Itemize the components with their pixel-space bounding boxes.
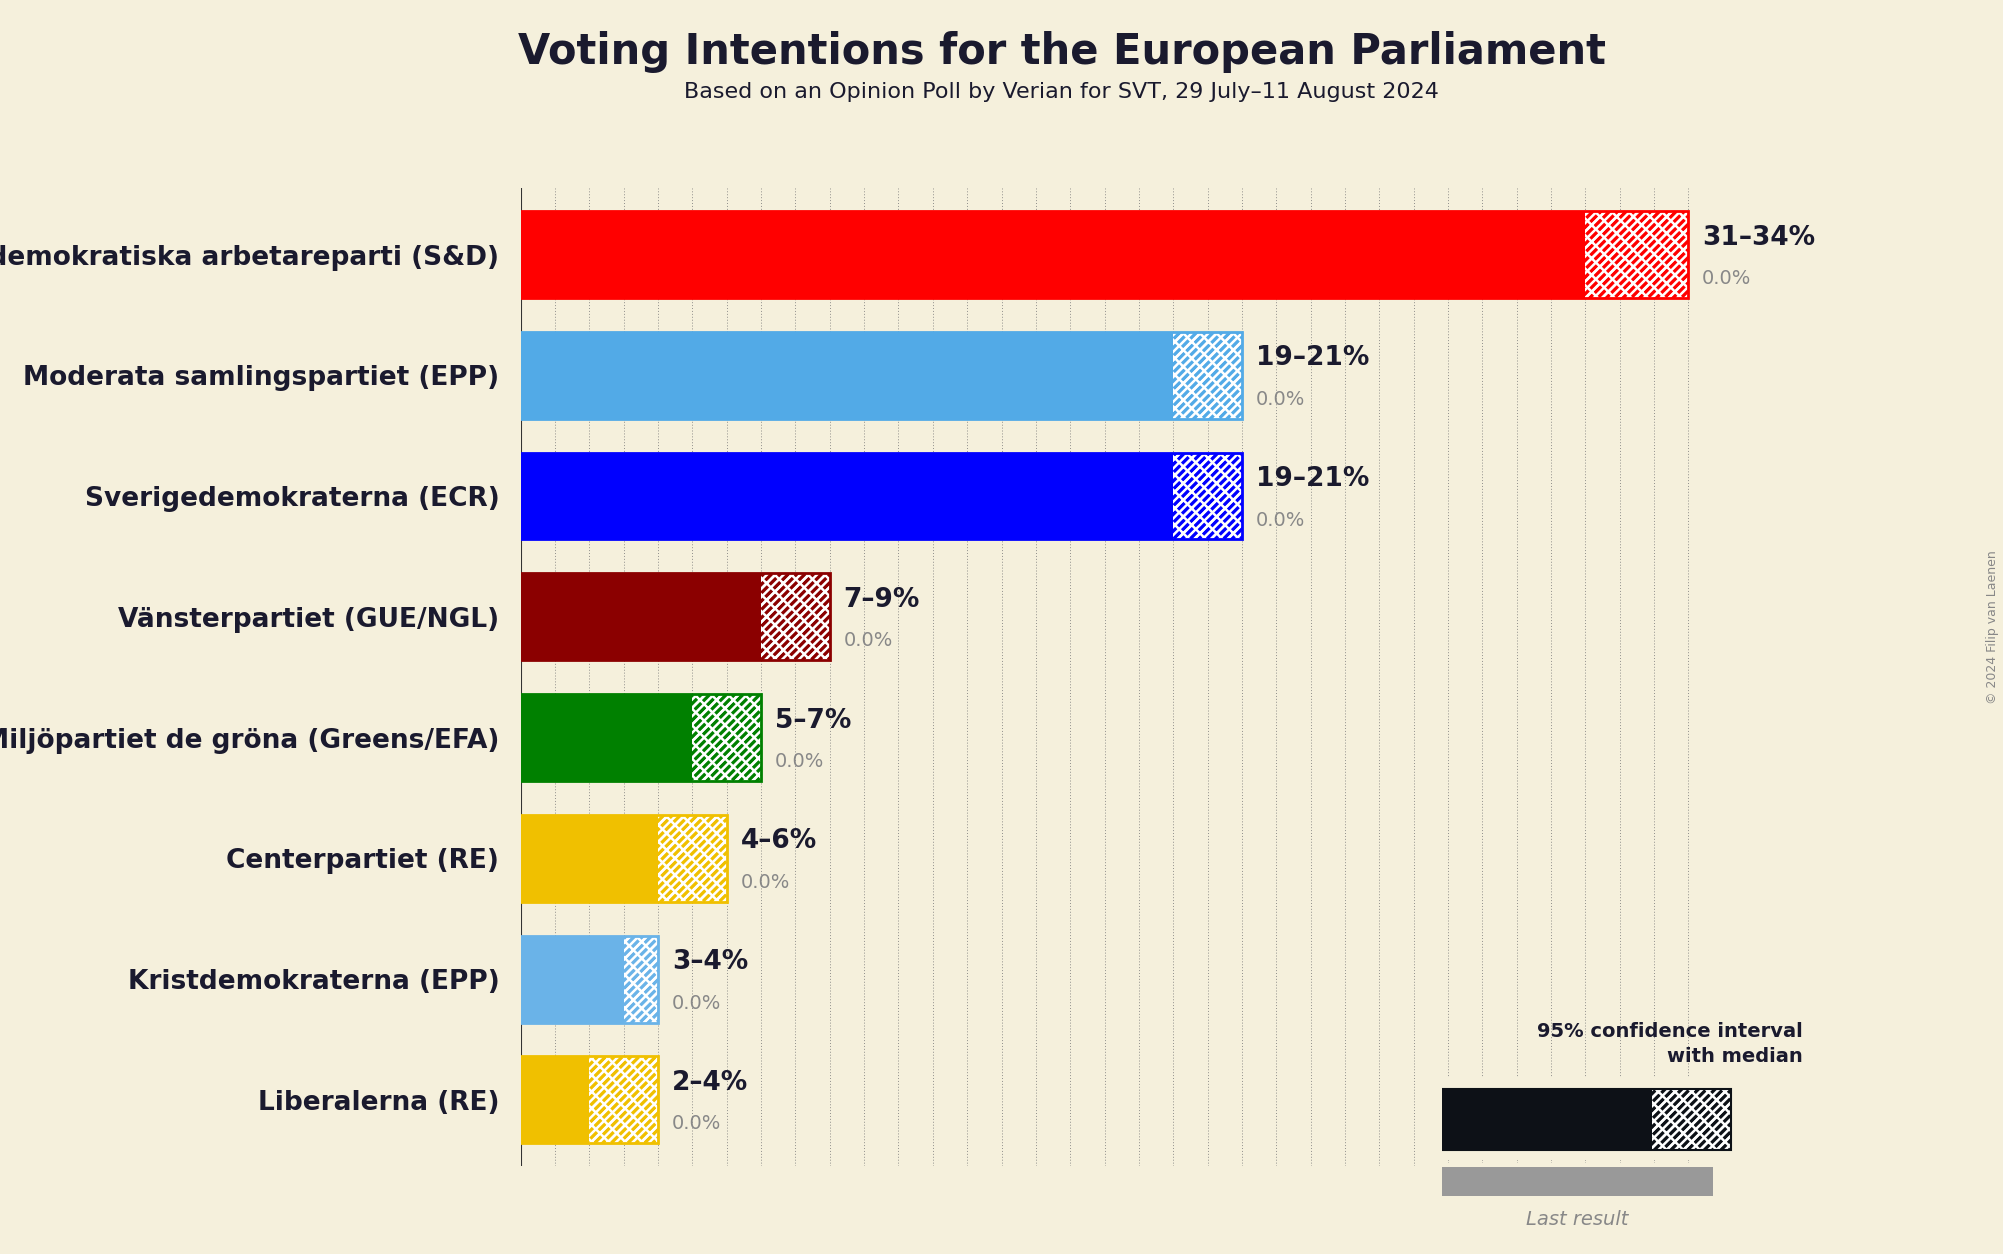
Bar [1584,211,1689,298]
Text: 31–34%: 31–34% [1703,224,1815,251]
Bar [521,332,1242,419]
Bar [521,1056,659,1144]
Bar [521,453,1242,539]
Bar [659,815,727,902]
Bar [1584,211,1689,298]
Text: 7–9%: 7–9% [843,587,919,613]
Bar [521,573,761,661]
Text: 0.0%: 0.0% [1256,390,1306,409]
Bar [623,935,659,1022]
Text: 2–4%: 2–4% [671,1070,747,1096]
Bar [521,1056,589,1144]
Text: Last result: Last result [1526,1210,1628,1229]
Text: 95% confidence interval
with median: 95% confidence interval with median [1536,1022,1803,1066]
Bar [589,1056,659,1144]
Text: 0.0%: 0.0% [843,632,893,651]
Text: 19–21%: 19–21% [1256,466,1368,492]
Text: 19–21%: 19–21% [1256,345,1368,371]
Bar [761,573,829,661]
Bar [521,935,659,1022]
Text: 0.0%: 0.0% [775,752,825,771]
Bar [761,573,829,661]
Bar [521,453,1174,539]
Bar [659,815,727,902]
Bar [1174,453,1242,539]
Text: 3–4%: 3–4% [671,949,747,976]
Bar [623,935,659,1022]
Bar [693,693,761,781]
Text: 0.0%: 0.0% [671,1115,721,1134]
Text: 0.0%: 0.0% [1703,270,1751,288]
Bar [589,1056,659,1144]
Text: 0.0%: 0.0% [741,873,789,892]
Text: Voting Intentions for the European Parliament: Voting Intentions for the European Parli… [517,31,1606,73]
Bar [1174,332,1242,419]
Text: 4–6%: 4–6% [741,829,817,854]
Text: Based on an Opinion Poll by Verian for SVT, 29 July–11 August 2024: Based on an Opinion Poll by Verian for S… [685,82,1438,102]
Bar [1652,1088,1731,1150]
Bar [1174,332,1242,419]
Bar [521,573,829,661]
Text: 0.0%: 0.0% [1256,510,1306,529]
Bar [521,211,1689,298]
Bar [1174,453,1242,539]
Bar [521,815,727,902]
Bar [521,693,693,781]
Text: 0.0%: 0.0% [671,993,721,1013]
Bar [1652,1088,1731,1150]
Text: © 2024 Filip van Laenen: © 2024 Filip van Laenen [1987,551,1999,703]
Bar [521,815,659,902]
Bar [693,693,761,781]
Bar [521,211,1584,298]
Text: 5–7%: 5–7% [775,707,851,734]
Bar [1442,1167,1713,1196]
Bar [1442,1088,1652,1150]
Bar [1442,1088,1731,1150]
Bar [521,693,761,781]
Bar [521,935,623,1022]
Bar [521,332,1174,419]
